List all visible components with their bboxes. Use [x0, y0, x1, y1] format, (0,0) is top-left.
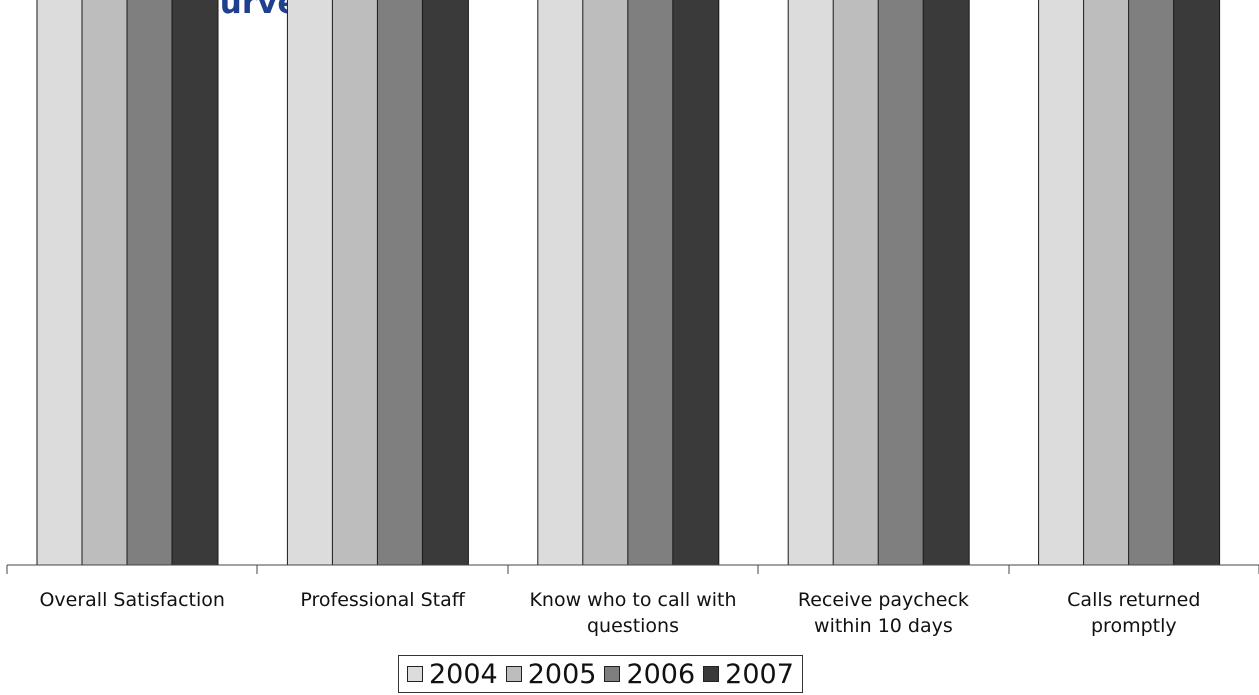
category-label: Know who to call with questions	[529, 589, 736, 637]
category-label-line: promptly	[1091, 615, 1177, 637]
legend-swatch	[407, 666, 423, 682]
bar	[672, 0, 720, 566]
bar	[1173, 0, 1221, 566]
bar	[1038, 0, 1086, 566]
category-label: Calls returned promptly	[1067, 589, 1200, 637]
bar	[787, 0, 835, 566]
legend-swatch	[703, 666, 720, 682]
bar	[832, 0, 880, 566]
category-label-line: Calls returned	[1067, 589, 1200, 611]
category-label: Professional Staff	[300, 589, 465, 611]
bar	[171, 0, 219, 566]
legend: 2004 2005 2006 2007	[398, 655, 803, 693]
category-label: Receive paycheck within 10 days	[798, 589, 969, 637]
bar	[376, 0, 424, 566]
bars-layer	[36, 0, 1221, 566]
bar	[877, 0, 925, 566]
category-labels-layer: Overall Satisfaction Professional Staff Kn…	[39, 589, 1200, 637]
category-label-line: Know who to call with	[529, 589, 736, 611]
bar	[1083, 0, 1131, 566]
bar	[1128, 0, 1176, 566]
bar	[922, 0, 970, 566]
bar	[627, 0, 675, 566]
bar	[331, 0, 379, 566]
x-axis	[6, 564, 1259, 574]
category-label-line: Overall Satisfaction	[39, 589, 224, 611]
legend-item: 2004	[407, 661, 498, 688]
legend-swatch	[505, 666, 522, 682]
legend-item: 2007	[703, 661, 794, 688]
legend-item: 2005	[505, 658, 597, 690]
legend-swatch	[604, 666, 621, 682]
bar	[286, 0, 334, 566]
category-label-line: Professional Staff	[300, 589, 465, 611]
legend-item: 2006	[604, 661, 695, 688]
bar	[582, 0, 630, 566]
legend-label: 2007	[725, 658, 794, 690]
category-label: Overall Satisfaction	[39, 589, 224, 611]
category-label-line: questions	[587, 615, 679, 637]
bar	[126, 0, 174, 566]
legend-label: 2006	[626, 658, 696, 690]
bar	[36, 0, 84, 566]
bar	[537, 0, 585, 566]
category-label-line: Receive paycheck	[798, 589, 969, 611]
legend-label: 2004	[429, 658, 498, 690]
bar	[81, 0, 129, 566]
legend-label: 2005	[527, 658, 597, 690]
bar	[421, 0, 469, 566]
category-label-line: within 10 days	[814, 615, 953, 637]
